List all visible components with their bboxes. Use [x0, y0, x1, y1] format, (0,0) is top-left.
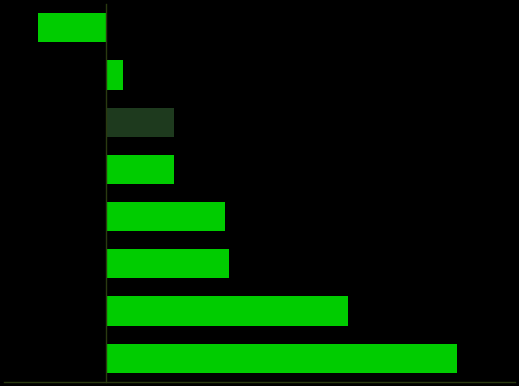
Bar [106, 296, 348, 326]
Bar [106, 249, 229, 278]
Bar [106, 60, 124, 90]
Bar [106, 202, 225, 231]
Bar [38, 13, 106, 42]
Bar [106, 108, 174, 137]
Bar [106, 344, 457, 373]
Bar [106, 155, 174, 184]
